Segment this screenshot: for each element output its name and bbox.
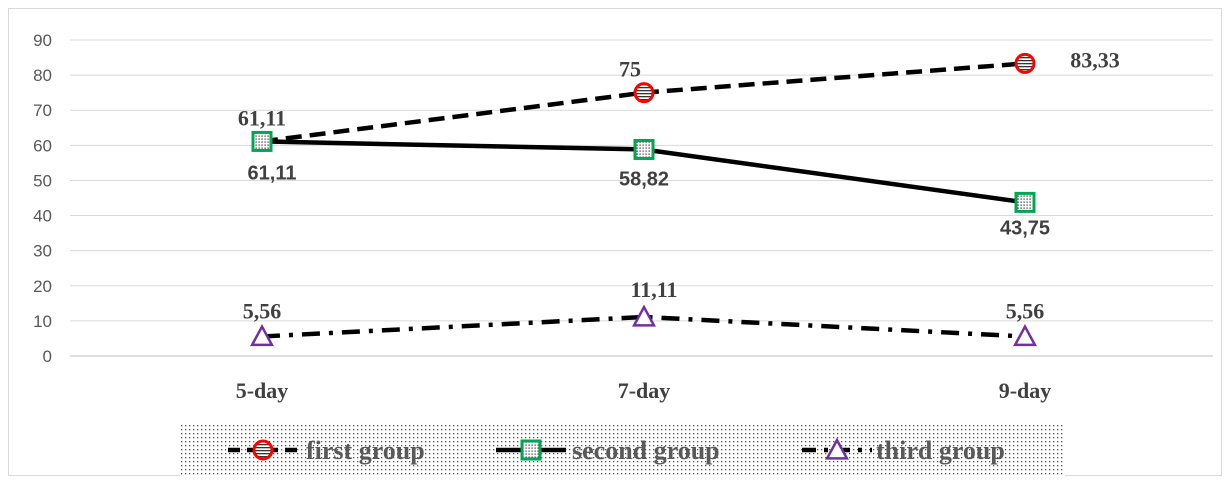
data-label: 5,56	[1006, 298, 1045, 323]
y-tick-label: 20	[33, 277, 52, 296]
data-label: 5,56	[243, 298, 282, 323]
data-label: 61,11	[238, 105, 286, 130]
y-axis-ticks: 0 10 20 30 40 50 60 70 80 90	[33, 31, 52, 366]
series-2-point	[1014, 191, 1036, 213]
data-label: 83,33	[1070, 47, 1120, 72]
legend-marker-3	[825, 437, 849, 460]
legend-label-2: second group	[572, 436, 720, 465]
series-1-point	[1014, 52, 1036, 74]
y-tick-label: 80	[33, 66, 52, 85]
legend-label-3: third group	[876, 436, 1005, 465]
data-label: 61,11	[248, 162, 297, 184]
series-line-3	[261, 314, 1026, 339]
y-tick-label: 70	[33, 101, 52, 120]
x-tick-label: 7-day	[618, 378, 671, 403]
series-3-point	[632, 304, 656, 327]
series-3-point	[1013, 323, 1037, 347]
legend-marker-1	[252, 439, 274, 461]
data-label: 75	[619, 57, 641, 82]
y-tick-label: 50	[33, 171, 52, 190]
y-tick-label: 60	[33, 136, 52, 155]
legend: first group second group third group	[180, 424, 1065, 476]
series-2-point	[251, 130, 273, 152]
data-label: 58,82	[619, 168, 669, 190]
y-tick-label: 0	[43, 347, 52, 366]
legend-marker-2	[520, 439, 542, 461]
legend-label-1: first group	[306, 436, 425, 465]
gridlines	[70, 39, 1213, 357]
x-tick-label: 5-day	[236, 378, 289, 403]
data-label: 43,75	[1000, 217, 1050, 239]
series-2-point	[633, 138, 655, 160]
y-tick-label: 10	[33, 312, 52, 331]
y-tick-label: 30	[33, 242, 52, 261]
y-tick-label: 90	[33, 31, 52, 50]
series-3-point	[250, 323, 274, 347]
x-tick-label: 9-day	[999, 378, 1052, 403]
x-axis-ticks: 5-day 7-day 9-day	[236, 378, 1052, 403]
series-1-point	[633, 82, 655, 104]
data-label: 11,11	[630, 277, 677, 302]
series-markers	[250, 52, 1037, 347]
legend-box	[180, 424, 1065, 476]
data-labels: 61,11 75 83,33 61,11 58,82 43,75 5,56 11,11 5,56	[238, 47, 1120, 323]
chart-frame	[8, 8, 1222, 476]
y-tick-label: 40	[33, 207, 52, 226]
